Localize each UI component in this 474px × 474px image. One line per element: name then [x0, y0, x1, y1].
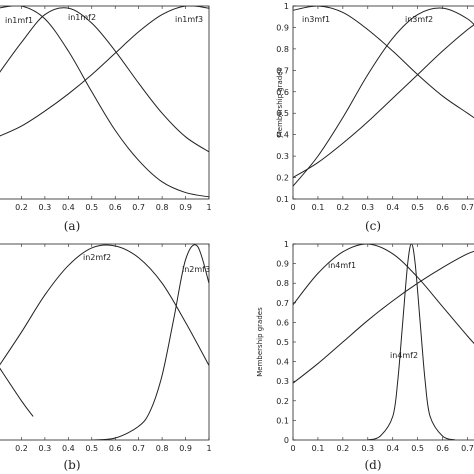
series-line-in3mf1 — [293, 6, 474, 119]
x-tick-label: 0.5 — [85, 444, 98, 453]
x-tick-label: 0.4 — [62, 203, 75, 212]
y-tick-label: 0.9 — [276, 23, 289, 32]
y-tick-label: 1 — [284, 240, 289, 249]
y-tick-label: 0.6 — [276, 88, 289, 97]
y-tick-label: 0.3 — [276, 152, 289, 161]
x-tick-label: 0.2 — [15, 444, 28, 453]
x-tick-label: 0.1 — [312, 444, 325, 453]
x-tick-label: 1 — [206, 203, 211, 212]
y-tick-label: 0.7 — [276, 299, 289, 308]
x-tick-label: 0.1 — [312, 203, 325, 212]
y-tick-label: 0.8 — [276, 279, 289, 288]
plot-area-frame — [0, 243, 210, 441]
series-line-in2mf2 — [0, 244, 209, 366]
series-label-in3mf2: in3mf2 — [405, 15, 433, 24]
y-tick-label: 1 — [284, 2, 289, 11]
series-line — [293, 24, 474, 178]
y-tick-label: 0.4 — [276, 358, 289, 367]
series-label-in2mf2: in2mf2 — [83, 253, 111, 262]
series-label-in3mf1: in3mf1 — [302, 15, 330, 24]
y-tick-label: 0.4 — [276, 131, 289, 140]
chart-panel-a: 0.2 0.3 0.4 0.5 0.6 0.7 0.8 0.9 1 in1mf1 in1mf2 in1… — [0, 5, 212, 233]
y-tick-label: 0.6 — [276, 318, 289, 327]
y-tick-label: 0.1 — [276, 195, 289, 204]
series-line — [0, 367, 34, 417]
series-label-in1mf2: in1mf2 — [68, 13, 96, 22]
x-tick-label: 0.6 — [109, 203, 122, 212]
x-tick-label: 0.7 — [461, 444, 474, 453]
x-tick-label: 0.7 — [132, 444, 145, 453]
x-tick-label: 0.3 — [39, 203, 52, 212]
series-line-in3mf2 — [293, 7, 474, 187]
x-tick-label: 0.5 — [411, 444, 424, 453]
x-tick-label: 0.2 — [336, 203, 349, 212]
x-tick-label: 0.6 — [436, 444, 449, 453]
chart-panel-c: 0 0.1 0.2 0.3 0.4 0.5 0.6 0.70.10.20.30.40.50.6… — [276, 2, 474, 233]
x-tick-label: 0.3 — [39, 444, 52, 453]
series-line-in4mf2 — [367, 244, 456, 440]
y-axis-label: Membership grades — [256, 307, 264, 377]
x-tick-label: 0.9 — [179, 203, 192, 212]
panel-caption: (a) — [64, 219, 81, 233]
series-label-in1mf1: in1mf1 — [5, 16, 33, 25]
series-line-in1mf2 — [0, 7, 209, 153]
y-tick-label: 0.5 — [276, 109, 289, 118]
chart-panel-b: 0.2 0.3 0.4 0.5 0.6 0.7 0.8 0.9 1 in2mf2 in2mf3 (b) — [0, 243, 212, 472]
x-tick-label: 1 — [206, 444, 211, 453]
y-tick-label: 0.8 — [276, 45, 289, 54]
y-tick-label: 0.9 — [276, 260, 289, 269]
plot-area-frame — [292, 5, 474, 200]
x-tick-label: 0.2 — [336, 444, 349, 453]
x-tick-label: 0.7 — [461, 203, 474, 212]
plot-area-frame — [0, 5, 210, 200]
series-line-in2mf3 — [91, 244, 209, 440]
x-tick-label: 0.2 — [15, 203, 28, 212]
panel-caption: (c) — [365, 219, 381, 233]
x-tick-label: 0.6 — [109, 444, 122, 453]
series-label-in1mf3: in1mf3 — [175, 15, 203, 24]
series-label-in4mf1: in4mf1 — [328, 261, 356, 270]
x-tick-label: 0.3 — [361, 444, 374, 453]
x-tick-label: 0.8 — [156, 203, 169, 212]
series-line-in1mf3 — [0, 6, 209, 137]
plot-area-frame — [292, 243, 474, 441]
panel-caption: (b) — [63, 458, 80, 472]
x-tick-label: 0 — [290, 203, 295, 212]
x-tick-label: 0.9 — [179, 444, 192, 453]
x-tick-label: 0.3 — [361, 203, 374, 212]
x-tick-label: 0.5 — [411, 203, 424, 212]
x-tick-label: 0.5 — [85, 203, 98, 212]
x-tick-label: 0 — [290, 444, 295, 453]
y-tick-label: 0.3 — [276, 377, 289, 386]
series-label-in2mf3: in2mf3 — [182, 265, 210, 274]
series-line — [293, 250, 474, 384]
y-tick-label: 0.2 — [276, 174, 289, 183]
y-tick-label: 0.1 — [276, 416, 289, 425]
series-label-in4mf2: in4mf2 — [390, 351, 418, 360]
x-tick-label: 0.4 — [386, 203, 399, 212]
y-tick-label: 0.2 — [276, 397, 289, 406]
x-tick-label: 0.7 — [132, 203, 145, 212]
panel-caption: (d) — [364, 458, 381, 472]
y-tick-label: 0.7 — [276, 66, 289, 75]
x-tick-label: 0.6 — [436, 203, 449, 212]
y-axis-label: Membership grades — [276, 67, 284, 137]
x-tick-label: 0.8 — [156, 444, 169, 453]
series-line-in1mf1 — [0, 6, 209, 198]
x-tick-label: 0.4 — [386, 444, 399, 453]
x-tick-label: 0.4 — [62, 444, 75, 453]
y-tick-label: 0 — [284, 436, 289, 445]
chart-panel-d: 0 0.1 0.2 0.3 0.4 0.5 0.6 0.7 0 0.1 0.2 0.3 0.4 0.5 0.… — [256, 240, 474, 472]
series-line-in4mf1 — [293, 244, 474, 345]
y-tick-label: 0.5 — [276, 338, 289, 347]
